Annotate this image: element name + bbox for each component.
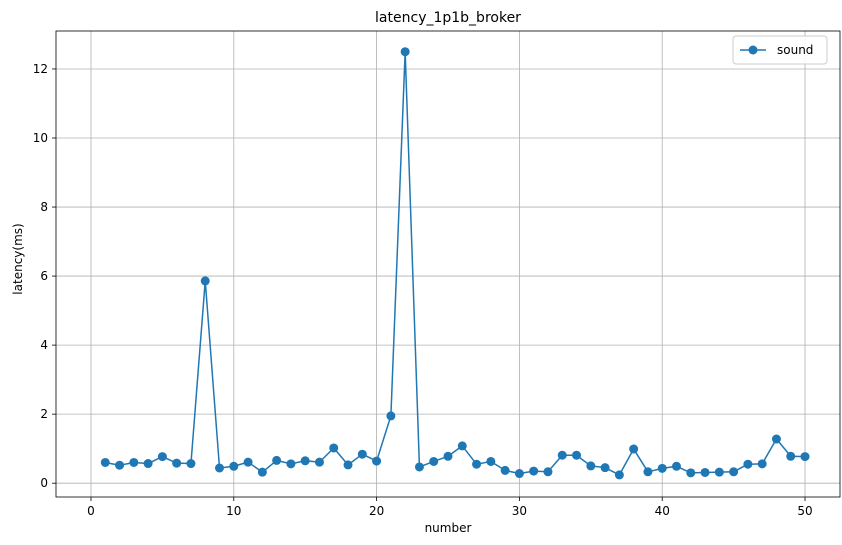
- y-axis-label: latency(ms): [11, 223, 25, 294]
- data-point: [743, 459, 753, 469]
- series-line-sound: [105, 50, 806, 476]
- y-tick-label: 4: [40, 338, 48, 352]
- x-axis-label: number: [425, 521, 472, 535]
- data-point: [629, 444, 639, 454]
- chart-title: latency_1p1b_broker: [375, 10, 521, 26]
- data-point: [543, 467, 553, 477]
- y-tick-label: 2: [40, 407, 48, 421]
- y-tick-label: 0: [40, 476, 48, 490]
- data-point: [700, 467, 710, 477]
- data-point: [729, 467, 739, 477]
- data-point: [657, 463, 667, 473]
- legend-label-sound: sound: [777, 43, 813, 57]
- data-point: [172, 458, 182, 468]
- data-point: [443, 451, 453, 461]
- data-point: [215, 463, 225, 473]
- data-point: [329, 443, 339, 453]
- data-point: [186, 459, 196, 469]
- data-point: [671, 461, 681, 471]
- data-point: [143, 459, 153, 469]
- legend-box: [732, 35, 828, 65]
- data-point: [272, 455, 282, 465]
- data-point: [643, 467, 653, 477]
- x-tick-label: 10: [226, 504, 241, 518]
- data-point: [115, 460, 125, 470]
- x-tick-label: 20: [369, 504, 384, 518]
- legend: sound: [732, 35, 828, 65]
- data-point: [572, 450, 582, 460]
- data-point: [586, 461, 596, 471]
- data-point: [500, 465, 510, 475]
- data-point: [771, 434, 781, 444]
- data-point: [686, 468, 696, 478]
- data-point: [357, 449, 367, 459]
- data-point: [300, 456, 310, 466]
- data-point: [457, 441, 467, 451]
- data-point: [557, 450, 567, 460]
- y-tick-label: 10: [33, 131, 48, 145]
- data-point: [100, 457, 110, 467]
- data-point: [486, 456, 496, 466]
- data-point: [429, 456, 439, 466]
- data-point: [757, 459, 767, 469]
- data-point: [614, 470, 624, 480]
- data-point: [514, 469, 524, 479]
- data-point: [386, 411, 396, 421]
- data-point: [786, 451, 796, 461]
- x-tick-label: 0: [87, 504, 95, 518]
- y-axis-ticks: 0 2 4 6 8 10 12: [33, 62, 56, 490]
- data-point: [600, 463, 610, 473]
- data-point: [529, 466, 539, 476]
- data-point: [314, 457, 324, 467]
- y-tick-label: 12: [33, 62, 48, 76]
- data-point: [286, 459, 296, 469]
- data-point: [400, 47, 410, 57]
- y-tick-label: 8: [40, 200, 48, 214]
- x-tick-label: 50: [797, 504, 812, 518]
- data-point: [243, 457, 253, 467]
- data-point: [157, 452, 167, 462]
- data-point: [714, 467, 724, 477]
- data-point: [800, 452, 810, 462]
- data-point: [229, 461, 239, 471]
- x-tick-label: 30: [512, 504, 527, 518]
- y-tick-label: 6: [40, 269, 48, 283]
- data-point: [200, 276, 210, 286]
- axes-frame: [55, 30, 841, 498]
- plot-area: [55, 30, 841, 498]
- data-point: [257, 467, 267, 477]
- x-tick-label: 40: [655, 504, 670, 518]
- data-point: [129, 457, 139, 467]
- data-point: [343, 460, 353, 470]
- x-axis-ticks: 0 10 20 30 40 50: [87, 497, 813, 518]
- legend-marker: [748, 45, 758, 55]
- data-point: [372, 456, 382, 466]
- data-point: [472, 459, 482, 469]
- data-point: [414, 462, 424, 472]
- grid: [56, 31, 840, 497]
